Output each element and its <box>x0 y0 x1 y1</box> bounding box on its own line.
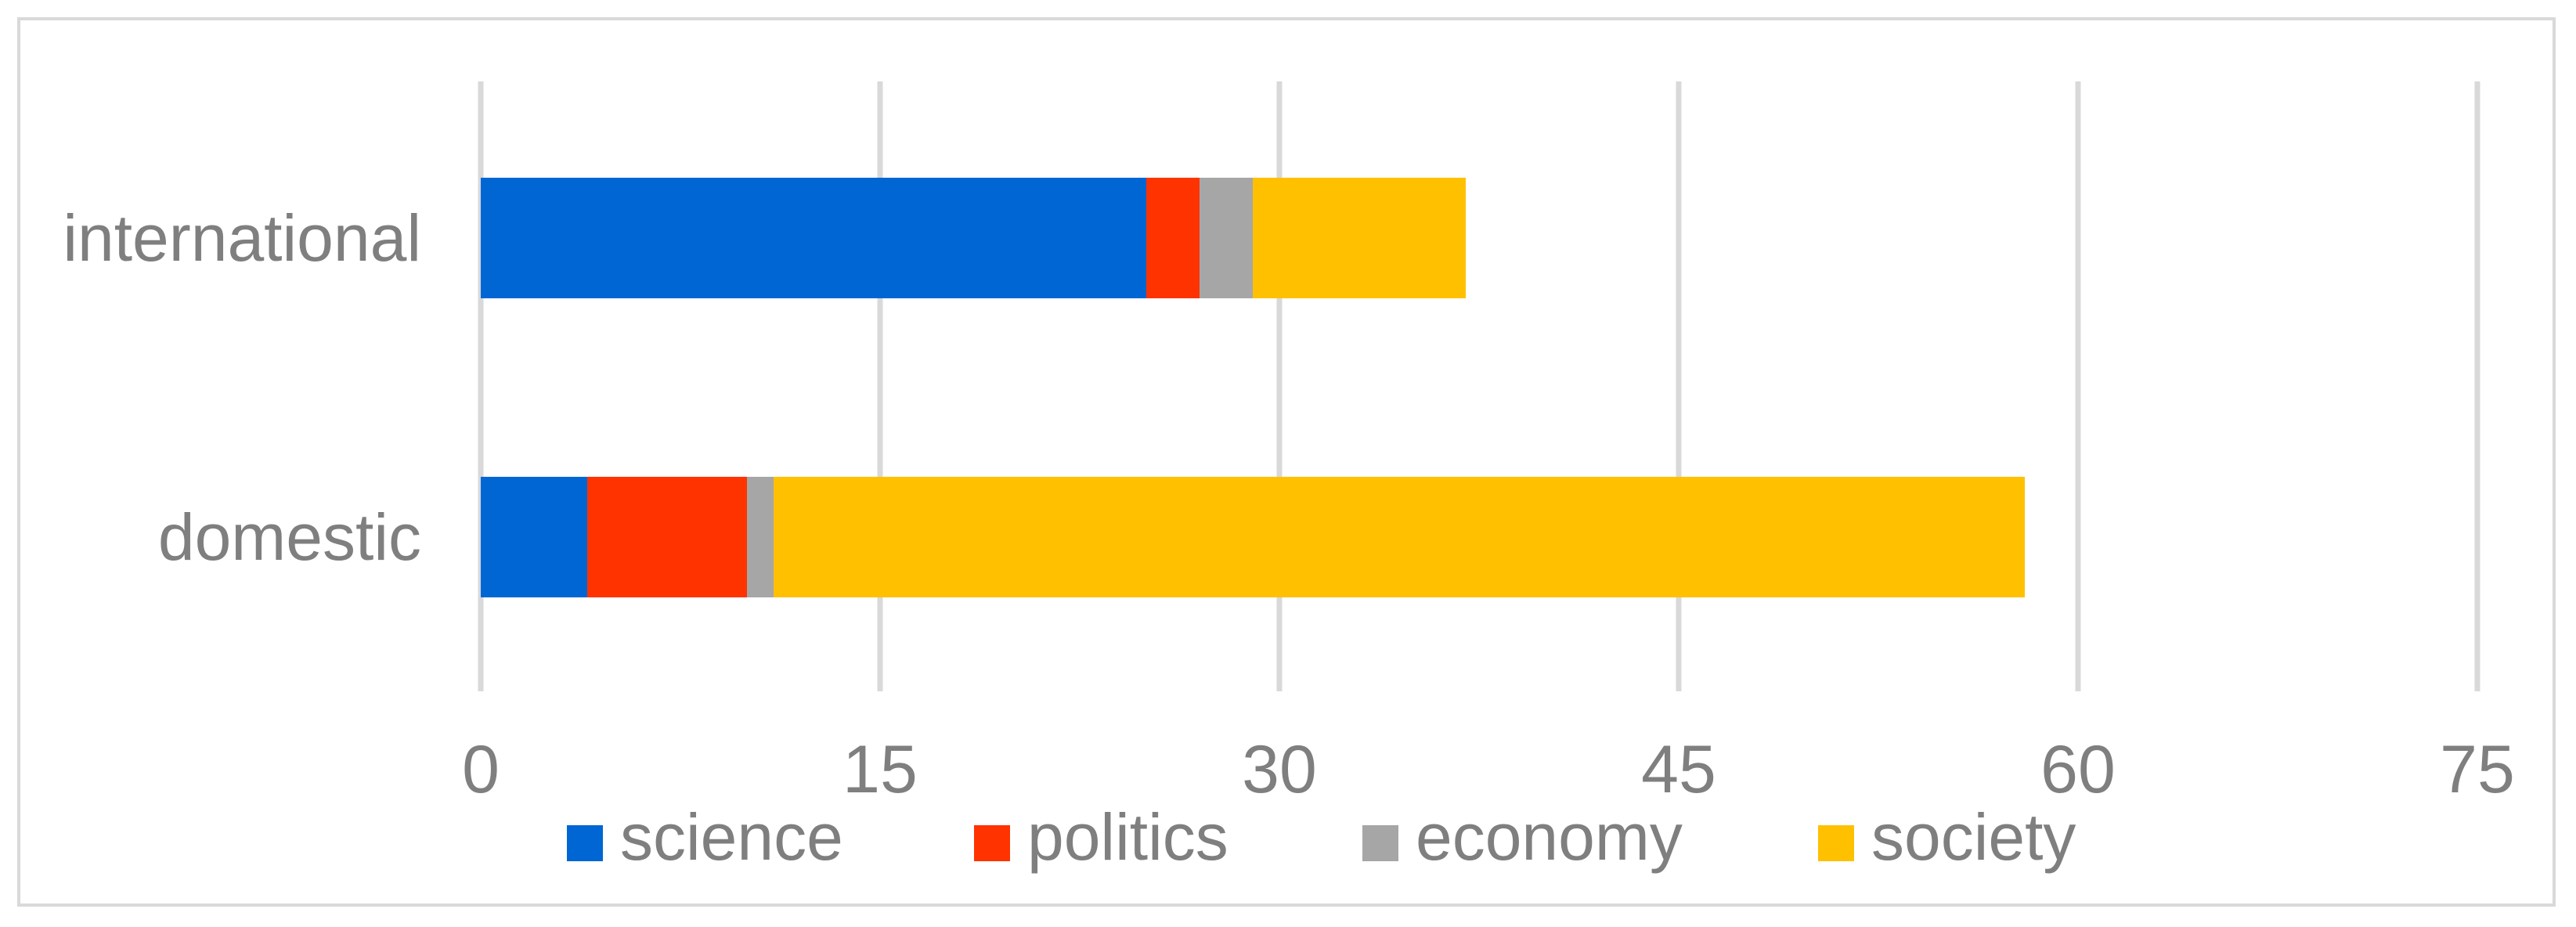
legend-swatch-politics <box>974 825 1010 861</box>
x-tick-label: 0 <box>462 732 500 807</box>
bar-domestic-science <box>481 477 587 597</box>
bar-international-economy <box>1200 178 1253 298</box>
x-tick-label: 45 <box>1641 732 1716 807</box>
legend-label-politics: politics <box>1027 800 1228 874</box>
x-tick-label: 75 <box>2440 732 2515 807</box>
chart-frame <box>17 17 2556 907</box>
axis-labels: 0 15 30 45 60 75 international domestic <box>63 201 2514 807</box>
bar-international-politics <box>1146 178 1200 298</box>
bar-domestic-economy <box>747 477 774 597</box>
bars <box>481 178 2025 597</box>
legend: science politics economy society <box>567 800 2076 874</box>
category-label-international: international <box>63 201 421 275</box>
x-tick-label: 30 <box>1242 732 1317 807</box>
legend-swatch-science <box>567 825 603 861</box>
legend-swatch-society <box>1818 825 1854 861</box>
bar-domestic-society <box>774 477 2025 597</box>
legend-label-economy: economy <box>1416 800 1683 874</box>
legend-label-society: society <box>1871 800 2076 874</box>
x-tick-label: 15 <box>842 732 918 807</box>
category-label-domestic: domestic <box>158 500 421 574</box>
bar-international-science <box>481 178 1146 298</box>
legend-swatch-economy <box>1362 825 1398 861</box>
x-tick-label: 60 <box>2040 732 2116 807</box>
bar-international-society <box>1253 178 1466 298</box>
gridlines <box>478 81 2480 691</box>
legend-label-science: science <box>620 800 843 874</box>
bar-domestic-politics <box>587 477 747 597</box>
